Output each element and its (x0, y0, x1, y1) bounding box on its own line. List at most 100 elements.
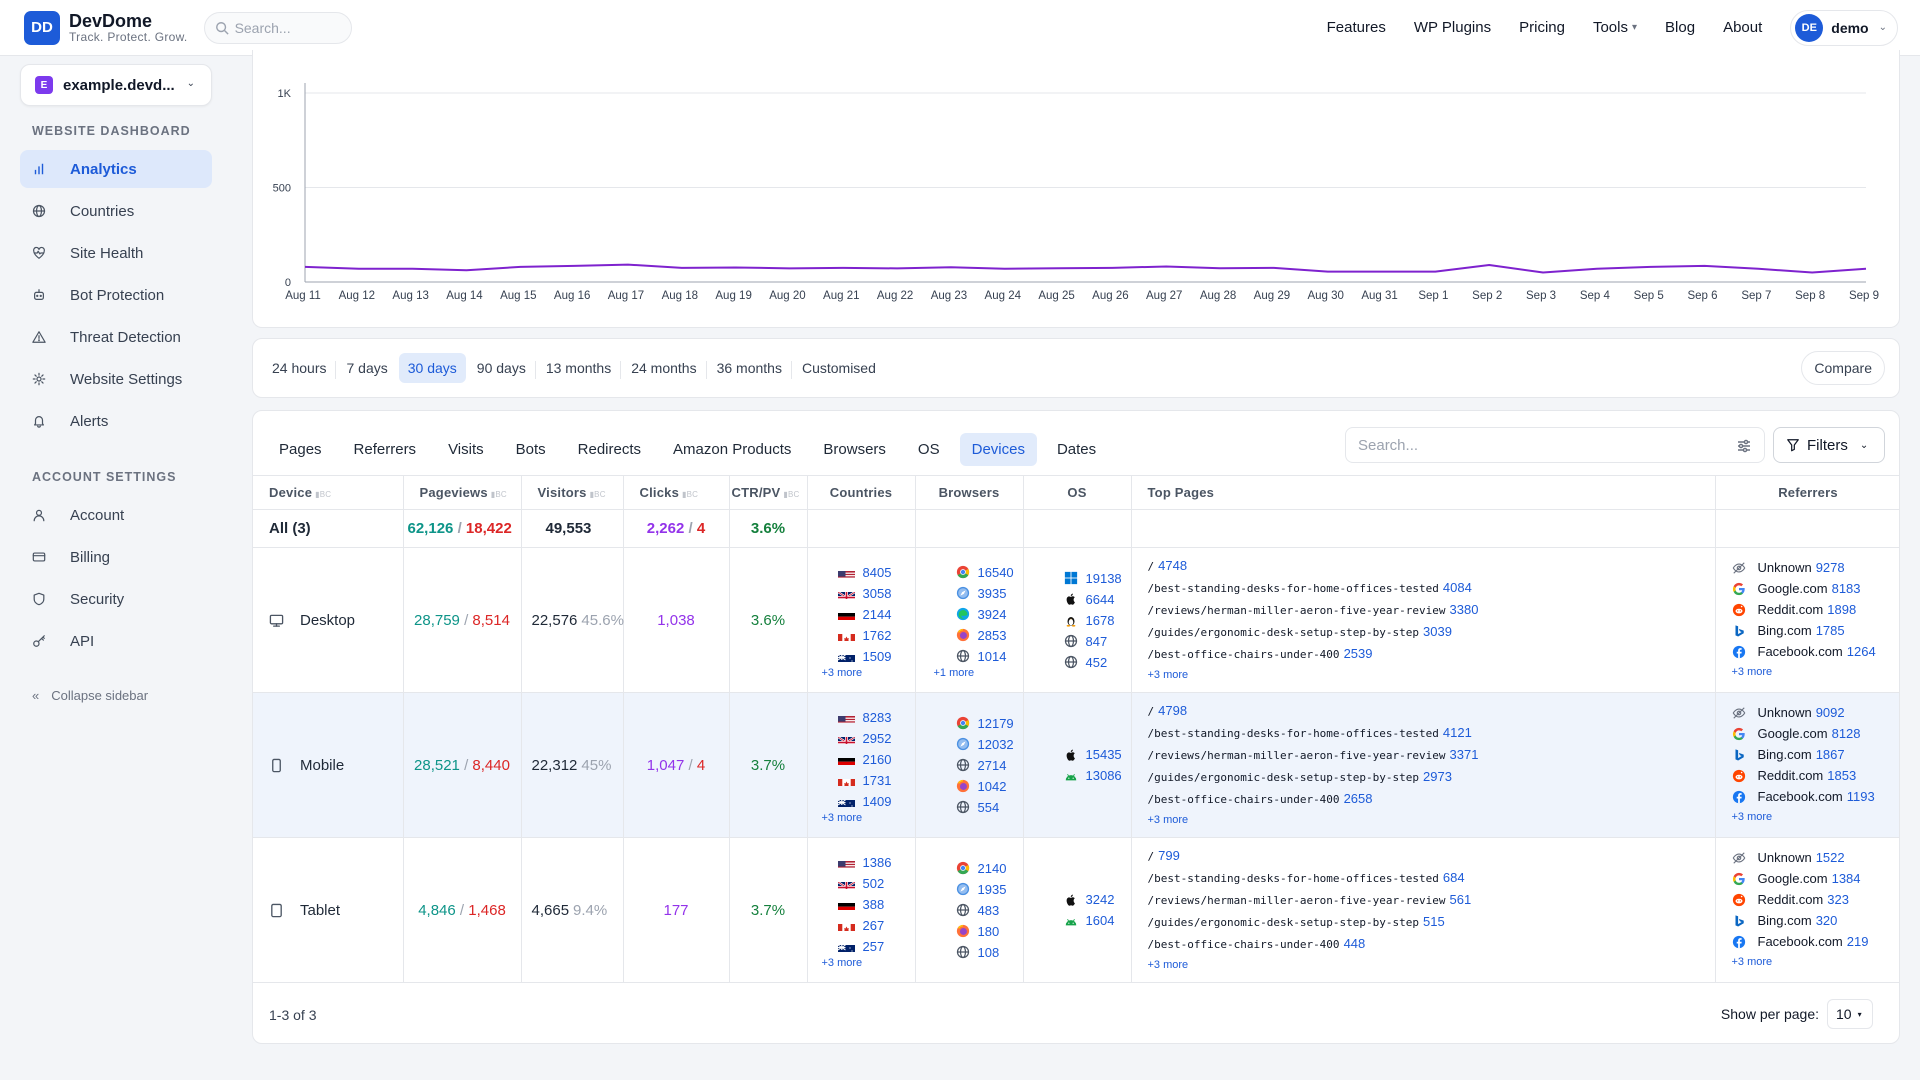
data-point[interactable] (1645, 261, 1657, 273)
country-item[interactable]: 257 (837, 936, 915, 957)
country-item[interactable]: 3058 (837, 583, 915, 604)
browser-item[interactable]: 2853 (956, 625, 1023, 646)
browser-item[interactable]: 483 (956, 900, 1023, 921)
page-item[interactable]: /best-office-chairs-under-400 2539 (1148, 643, 1715, 665)
os-item[interactable]: 19138 (1064, 568, 1131, 589)
referrers-more-link[interactable]: +3 more (1731, 811, 1773, 823)
data-point[interactable] (945, 261, 957, 273)
user-menu[interactable]: DE demo ⌄ (1790, 9, 1898, 46)
range-24-hours[interactable]: 24 hours (263, 353, 337, 383)
col-visitors[interactable]: Visitors ▮BC (521, 475, 624, 510)
page-item[interactable]: /best-standing-desks-for-home-offices-te… (1148, 867, 1715, 889)
countries-more-link[interactable]: +3 more (821, 811, 863, 824)
page-item[interactable]: /799 (1148, 845, 1715, 867)
table-row[interactable]: Tablet 4,846 / 1,468 4,665 9.4% 177 3.7% 1386 5… (253, 837, 1900, 983)
data-point[interactable] (891, 262, 903, 274)
sidebar-item-alerts[interactable]: Alerts (20, 402, 212, 440)
table-row-all[interactable]: All (3) 62,126 / 18,422 49,553 2,262 / 4… (253, 509, 1899, 548)
data-point[interactable] (676, 262, 688, 274)
range-36-months[interactable]: 36 months (708, 353, 793, 383)
country-item[interactable]: 502 (837, 873, 915, 894)
table-row[interactable]: Mobile 28,521 / 8,440 22,312 45% 1,047 / 4 3.… (253, 692, 1900, 838)
referrer-item[interactable]: Reddit.com 1898 (1732, 599, 1900, 620)
data-point[interactable] (1483, 259, 1495, 271)
browser-item[interactable]: 3935 (956, 583, 1023, 604)
referrer-item[interactable]: Bing.com 1785 (1732, 620, 1900, 641)
sidebar-item-api[interactable]: API (20, 622, 212, 660)
page-item[interactable]: /guides/ergonomic-desk-setup-step-by-ste… (1148, 911, 1715, 933)
sidebar-item-website-settings[interactable]: Website Settings (20, 360, 212, 398)
data-point[interactable] (999, 263, 1011, 275)
data-point[interactable] (1752, 263, 1764, 275)
os-item[interactable]: 13086 (1064, 765, 1131, 786)
os-item[interactable]: 452 (1064, 652, 1131, 673)
browser-item[interactable]: 108 (956, 942, 1023, 963)
sidebar-item-bot-protection[interactable]: Bot Protection (20, 276, 212, 314)
country-item[interactable]: 8283 (837, 707, 915, 728)
referrers-more-link[interactable]: +3 more (1731, 666, 1773, 678)
pages-more-link[interactable]: +3 more (1147, 668, 1189, 681)
data-point[interactable] (1429, 266, 1441, 278)
country-item[interactable]: 1386 (837, 852, 915, 873)
countries-more-link[interactable]: +3 more (821, 956, 863, 969)
nav-features[interactable]: Features (1327, 19, 1386, 36)
compare-button[interactable]: Compare (1801, 351, 1885, 385)
referrer-item[interactable]: Unknown 9092 (1732, 702, 1900, 723)
col-pageviews[interactable]: Pageviews ▮BC (403, 475, 522, 510)
os-item[interactable]: 6644 (1064, 589, 1131, 610)
data-point[interactable] (407, 263, 419, 275)
nav-tools[interactable]: Tools ▾ (1593, 19, 1637, 36)
browser-item[interactable]: 12179 (956, 713, 1023, 734)
country-item[interactable]: 1731 (837, 770, 915, 791)
sidebar-item-countries[interactable]: Countries (20, 192, 212, 230)
series-line[interactable] (304, 263, 1867, 274)
browser-item[interactable]: 12032 (956, 734, 1023, 755)
data-point[interactable] (1376, 266, 1388, 278)
col-clicks[interactable]: Clicks ▮BC (623, 475, 730, 510)
range-90-days[interactable]: 90 days (468, 353, 536, 383)
sidebar-item-billing[interactable]: Billing (20, 538, 212, 576)
filters-button[interactable]: Filters ⌄ (1773, 427, 1885, 463)
tab-os[interactable]: OS (917, 441, 940, 458)
page-item[interactable]: /reviews/herman-miller-aeron-five-year-r… (1148, 599, 1715, 621)
tab-redirects[interactable]: Redirects (577, 441, 642, 458)
browser-item[interactable]: 16540 (956, 562, 1023, 583)
countries-more-link[interactable]: +3 more (821, 666, 863, 679)
sidebar-item-threat-detection[interactable]: Threat Detection (20, 318, 212, 356)
tab-visits[interactable]: Visits (448, 441, 484, 458)
data-point[interactable] (1160, 261, 1172, 273)
browser-item[interactable]: 180 (956, 921, 1023, 942)
country-item[interactable]: 2144 (837, 604, 915, 625)
nav-pricing[interactable]: Pricing (1519, 19, 1565, 36)
page-item[interactable]: /best-office-chairs-under-400 2658 (1148, 788, 1715, 810)
range-24-months[interactable]: 24 months (622, 353, 707, 383)
browsers-more-link[interactable]: +1 more (933, 666, 975, 679)
country-item[interactable]: 388 (837, 894, 915, 915)
browser-item[interactable]: 1014 (956, 646, 1023, 667)
range-30-days[interactable]: 30 days (398, 353, 466, 383)
data-point[interactable] (1214, 262, 1226, 274)
country-item[interactable]: 2952 (837, 728, 915, 749)
referrer-item[interactable]: Facebook.com 219 (1732, 931, 1900, 952)
country-item[interactable]: 1409 (837, 791, 915, 812)
table-row[interactable]: Desktop 28,759 / 8,514 22,576 45.6% 1,038 3.6… (253, 547, 1900, 693)
os-item[interactable]: 1678 (1064, 610, 1131, 631)
data-point[interactable] (568, 260, 580, 272)
site-search-input[interactable]: Search... (203, 11, 352, 44)
data-point[interactable] (299, 261, 311, 273)
col-ctr[interactable]: CTR/PV ▮BC (729, 475, 808, 510)
pages-more-link[interactable]: +3 more (1147, 958, 1189, 971)
referrer-item[interactable]: Reddit.com 323 (1732, 889, 1900, 910)
page-item[interactable]: /best-office-chairs-under-400 448 (1148, 933, 1715, 955)
country-item[interactable]: 1762 (837, 625, 915, 646)
referrer-item[interactable]: Bing.com 320 (1732, 910, 1900, 931)
os-item[interactable]: 15435 (1064, 744, 1131, 765)
data-point[interactable] (1537, 267, 1549, 279)
browser-item[interactable]: 554 (956, 797, 1023, 818)
sidebar-item-analytics[interactable]: Analytics (20, 150, 212, 188)
tab-dates[interactable]: Dates (1056, 441, 1097, 458)
nav-blog[interactable]: Blog (1665, 19, 1695, 36)
page-item[interactable]: /guides/ergonomic-desk-setup-step-by-ste… (1148, 766, 1715, 788)
per-page-select[interactable]: 10 ▾ (1827, 999, 1873, 1029)
os-item[interactable]: 1604 (1064, 910, 1131, 931)
